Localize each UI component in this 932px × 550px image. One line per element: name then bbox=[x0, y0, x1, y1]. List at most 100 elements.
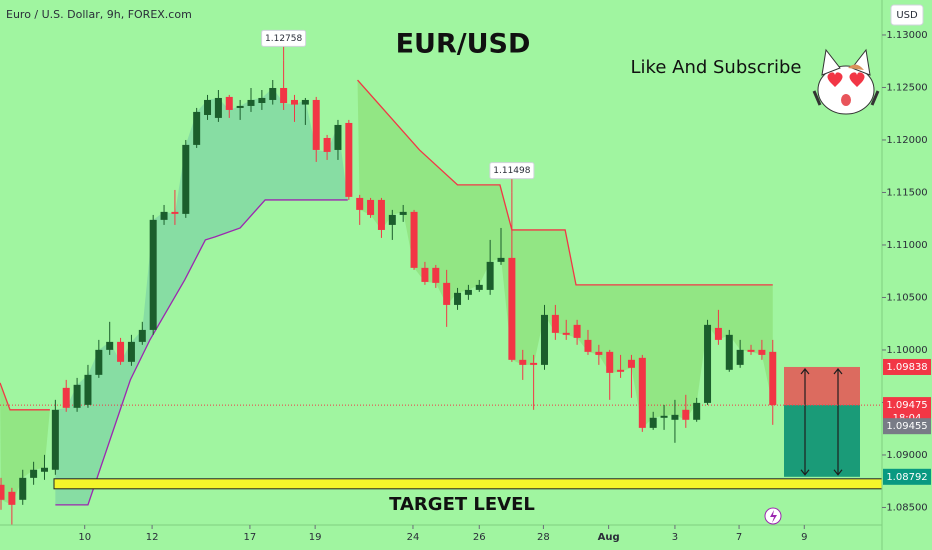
candle-body bbox=[432, 267, 440, 283]
band-fill bbox=[0, 382, 50, 505]
band-fill bbox=[357, 80, 773, 428]
candle-body bbox=[671, 414, 679, 420]
price-tag bbox=[883, 468, 931, 485]
candle-body bbox=[258, 97, 266, 104]
candle-body bbox=[51, 409, 59, 470]
x-tick-label: 26 bbox=[473, 532, 486, 543]
candle-body bbox=[660, 415, 668, 418]
x-tick-label: 3 bbox=[672, 532, 678, 543]
candle-body bbox=[736, 349, 744, 365]
chart-title: EUR/USD bbox=[396, 29, 531, 60]
x-tick-label: 28 bbox=[537, 532, 550, 543]
candle-body bbox=[214, 97, 222, 118]
candle-body bbox=[714, 327, 722, 340]
candle-body bbox=[356, 197, 364, 210]
candle-body bbox=[551, 314, 559, 333]
target-label: TARGET LEVEL bbox=[389, 494, 535, 515]
candle-body bbox=[388, 214, 396, 225]
candle-body bbox=[106, 341, 114, 350]
candle-body bbox=[693, 402, 701, 420]
candle-body bbox=[40, 467, 48, 472]
candle-body bbox=[421, 267, 429, 282]
callout-box bbox=[489, 162, 535, 180]
candle-body bbox=[627, 359, 635, 368]
x-tick-label: 10 bbox=[78, 532, 91, 543]
candle-body bbox=[562, 332, 570, 335]
annotation: Like And Subscribe bbox=[631, 57, 802, 78]
x-tick-label: 12 bbox=[146, 532, 159, 543]
y-tick-label: 1.10000 bbox=[886, 345, 927, 356]
candle-body bbox=[290, 99, 298, 105]
y-tick-label: 1.12000 bbox=[886, 135, 927, 146]
candle-body bbox=[62, 387, 70, 408]
callout-label: 1.12758 bbox=[265, 34, 302, 44]
band-line bbox=[55, 199, 348, 506]
candle-body bbox=[573, 324, 581, 338]
candle-body bbox=[160, 211, 168, 220]
y-tick-label: 1.10500 bbox=[886, 292, 927, 303]
price-tag bbox=[883, 418, 931, 435]
y-tick-label: 1.11500 bbox=[886, 187, 927, 198]
candle-body bbox=[0, 484, 5, 500]
price-tag bbox=[883, 358, 931, 375]
candle-body bbox=[454, 292, 462, 305]
candle-body bbox=[475, 284, 483, 290]
candle-body bbox=[171, 211, 179, 214]
candle-body bbox=[367, 199, 375, 215]
plot-area: 1.12758 1.11498 bbox=[0, 29, 883, 525]
candle-body bbox=[149, 219, 157, 330]
candle-body bbox=[617, 369, 625, 372]
candle-body bbox=[95, 349, 103, 375]
candle-body bbox=[486, 261, 494, 290]
arrow-head bbox=[833, 368, 843, 476]
candle-body bbox=[399, 211, 407, 215]
candle-body bbox=[138, 329, 146, 342]
candle-body bbox=[345, 122, 353, 197]
candle-body bbox=[182, 144, 190, 214]
candle-body bbox=[19, 477, 27, 500]
candle-body bbox=[540, 314, 548, 365]
candle-body bbox=[84, 374, 92, 405]
candle-body bbox=[377, 199, 385, 230]
candle-body bbox=[464, 289, 472, 295]
price-tag-label: 1.09838 bbox=[886, 362, 927, 373]
y-tick-label: 1.08500 bbox=[886, 502, 927, 513]
candle-body bbox=[73, 384, 81, 408]
y-tick-label: 1.11000 bbox=[886, 240, 927, 251]
price-tag-label: 1.09455 bbox=[886, 421, 927, 432]
candle-body bbox=[323, 137, 331, 152]
price-tag-label: 1.09475 bbox=[886, 400, 927, 411]
candle-body bbox=[193, 111, 201, 145]
callout-label: 1.11498 bbox=[493, 166, 530, 176]
candle-body bbox=[530, 362, 538, 365]
candle-body bbox=[758, 349, 766, 355]
candle-body bbox=[649, 417, 657, 428]
candle-body bbox=[704, 324, 712, 403]
candle-body bbox=[247, 99, 255, 106]
band-fill bbox=[55, 87, 348, 505]
candle-body bbox=[301, 99, 309, 105]
position-target bbox=[784, 405, 860, 477]
price-tag-label: 1.08792 bbox=[886, 472, 927, 483]
y-tick-label: 1.12500 bbox=[886, 82, 927, 93]
x-tick-label: 7 bbox=[736, 532, 742, 543]
x-tick-label: Aug bbox=[598, 532, 620, 543]
candle-body bbox=[127, 341, 135, 362]
x-tick-label: 17 bbox=[244, 532, 257, 543]
candle-body bbox=[519, 359, 527, 365]
candle-body bbox=[8, 491, 16, 505]
candle-body bbox=[236, 105, 244, 108]
candle-body bbox=[269, 87, 277, 100]
target-bar bbox=[53, 478, 883, 490]
candle-body bbox=[682, 409, 690, 420]
band-line bbox=[0, 382, 50, 411]
candle-body bbox=[280, 87, 288, 104]
arrow-head bbox=[800, 368, 810, 476]
y-tick-label: 1.13000 bbox=[886, 30, 927, 41]
currency-box bbox=[890, 4, 924, 26]
candle-body bbox=[606, 351, 614, 373]
band-line bbox=[357, 79, 773, 286]
candle-body bbox=[410, 211, 418, 268]
event-icon bbox=[770, 510, 777, 523]
